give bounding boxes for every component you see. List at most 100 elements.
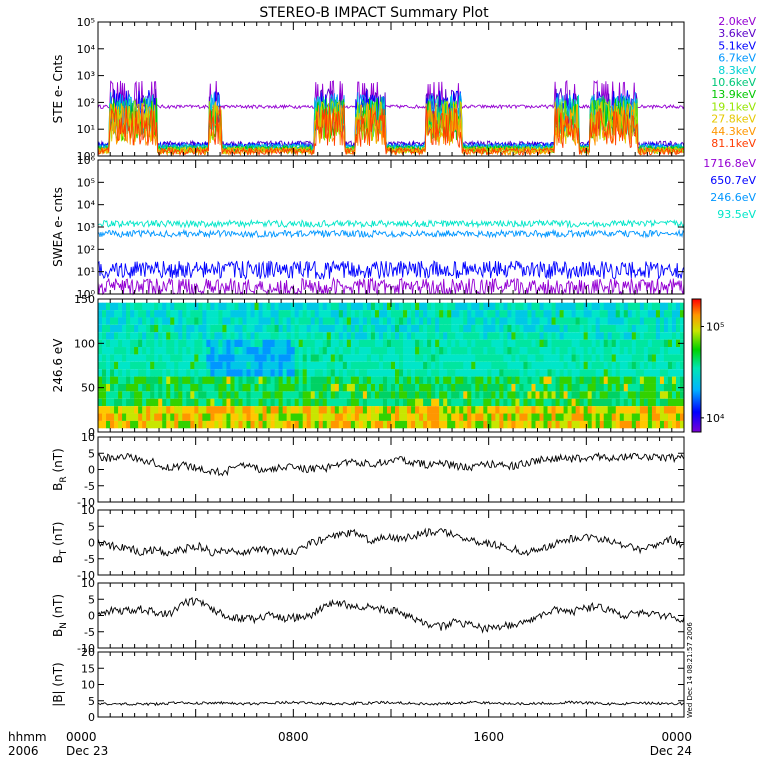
heatmap-cell	[511, 361, 516, 370]
heatmap-cell	[659, 398, 665, 407]
heatmap-cell	[499, 302, 504, 311]
heatmap-cell	[591, 310, 597, 318]
heatmap-cell	[238, 391, 243, 399]
heatmap-cell	[575, 339, 581, 348]
heatmap-cell	[238, 310, 243, 318]
heatmap-cell	[399, 369, 404, 377]
heatmap-cell	[519, 302, 524, 311]
heatmap-cell	[671, 406, 677, 414]
heatmap-cell	[471, 324, 476, 333]
heatmap-cell	[567, 324, 573, 333]
heatmap-cell	[419, 420, 424, 429]
heatmap-cell	[427, 420, 432, 429]
heatmap-cell	[551, 376, 556, 384]
heatmap-cell	[415, 391, 420, 399]
heatmap-cell	[627, 310, 633, 318]
y-axis-label-unit: (nT)	[51, 448, 65, 476]
heatmap-cell	[370, 383, 376, 392]
heatmap-cell	[471, 332, 476, 340]
heatmap-cell	[226, 339, 231, 348]
heatmap-cell	[391, 317, 396, 325]
heatmap-cell	[667, 324, 673, 333]
heatmap-cell	[290, 406, 296, 414]
heatmap-cell	[318, 420, 324, 429]
heatmap-cell	[587, 324, 593, 333]
heatmap-cell	[599, 339, 605, 348]
heatmap-cell	[635, 413, 641, 421]
heatmap-cell	[595, 398, 601, 407]
heatmap-cell	[298, 420, 304, 429]
heatmap-cell	[639, 332, 645, 340]
heatmap-cell	[102, 310, 107, 318]
heatmap-cell	[427, 361, 432, 370]
y-axis-label-sub: R	[59, 476, 69, 482]
heatmap-cell	[511, 317, 516, 325]
heatmap-cell	[471, 347, 476, 355]
heatmap-cell	[391, 383, 396, 392]
heatmap-cell	[286, 332, 292, 340]
heatmap-cell	[587, 347, 593, 355]
heatmap-cell	[374, 317, 380, 325]
heatmap-cell	[250, 369, 255, 377]
heatmap-cell	[583, 391, 589, 399]
heatmap-cell	[451, 332, 456, 340]
heatmap-cell	[102, 420, 107, 429]
heatmap-cell	[154, 324, 159, 333]
heatmap-cell	[567, 354, 573, 362]
heatmap-cell	[214, 347, 219, 355]
heatmap-cell	[659, 302, 665, 311]
heatmap-cell	[318, 347, 324, 355]
heatmap-cell	[515, 376, 520, 384]
heatmap-cell	[190, 420, 195, 429]
heatmap-cell	[306, 332, 312, 340]
heatmap-cell	[214, 302, 219, 311]
heatmap-cell	[615, 317, 621, 325]
heatmap-cell	[174, 339, 179, 348]
heatmap-cell	[679, 398, 685, 407]
heatmap-cell	[579, 347, 585, 355]
heatmap-cell	[234, 354, 239, 362]
heatmap-cell	[110, 398, 115, 407]
heatmap-cell	[162, 376, 167, 384]
heatmap-cell	[126, 406, 131, 414]
heatmap-cell	[659, 354, 665, 362]
heatmap-cell	[411, 302, 416, 311]
heatmap-cell	[643, 332, 649, 340]
heatmap-cell	[106, 324, 111, 333]
heatmap-cell	[254, 354, 259, 362]
heatmap-cell	[230, 369, 235, 377]
heatmap-cell	[623, 354, 629, 362]
heatmap-cell	[455, 302, 460, 311]
heatmap-cell	[350, 332, 356, 340]
heatmap-cell	[639, 406, 645, 414]
heatmap-cell	[675, 391, 681, 399]
heatmap-cell	[467, 324, 472, 333]
heatmap-cell	[647, 398, 653, 407]
heatmap-cell	[130, 347, 135, 355]
heatmap-cell	[511, 376, 516, 384]
heatmap-cell	[631, 339, 637, 348]
heatmap-cell	[138, 398, 143, 407]
y-tick-label: 10²	[77, 96, 95, 109]
heatmap-cell	[178, 317, 183, 325]
heatmap-cell	[675, 406, 681, 414]
heatmap-cell	[495, 310, 500, 318]
heatmap-cell	[346, 398, 352, 407]
heatmap-cell	[226, 398, 231, 407]
heatmap-cell	[342, 324, 348, 333]
heatmap-cell	[362, 339, 368, 348]
heatmap-cell	[415, 354, 420, 362]
heatmap-cell	[258, 332, 263, 340]
heatmap-cell	[507, 413, 512, 421]
heatmap-cell	[358, 361, 364, 370]
heatmap-cell	[443, 369, 448, 377]
heatmap-cell	[395, 413, 400, 421]
heatmap-cell	[587, 391, 593, 399]
heatmap-cell	[395, 347, 400, 355]
heatmap-cell	[527, 317, 532, 325]
heatmap-cell	[439, 369, 444, 377]
heatmap-cell	[435, 332, 440, 340]
heatmap-cell	[555, 339, 560, 348]
